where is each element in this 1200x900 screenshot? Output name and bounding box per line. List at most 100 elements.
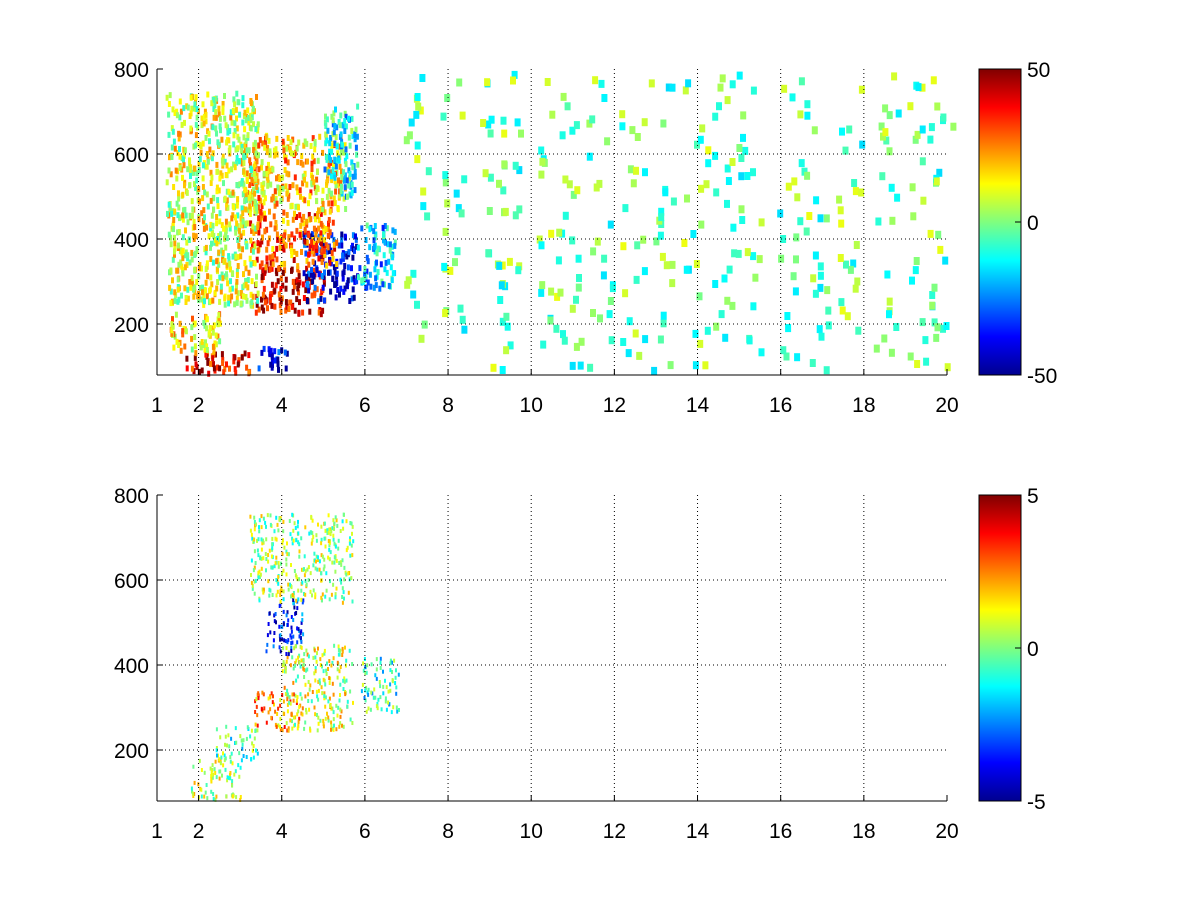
heatmap-cell <box>302 142 306 149</box>
heatmap-cell <box>389 658 392 663</box>
heatmap-cell <box>290 248 293 254</box>
heatmap-cell <box>594 237 601 246</box>
heatmap-cell <box>303 592 305 596</box>
heatmap-cell <box>189 173 192 179</box>
heatmap-cell <box>315 267 319 273</box>
heatmap-cell <box>280 347 284 354</box>
heatmap-cell <box>250 173 254 180</box>
heatmap-cell <box>239 253 243 260</box>
heatmap-cell <box>282 597 285 602</box>
heatmap-cell <box>230 215 234 222</box>
heatmap-cell <box>562 175 569 184</box>
heatmap-cell <box>942 256 949 265</box>
heatmap-cell <box>298 577 301 582</box>
heatmap-cell <box>217 312 221 319</box>
heatmap-cell <box>284 307 288 314</box>
heatmap-cell <box>207 233 211 240</box>
heatmap-cell <box>384 259 388 266</box>
heatmap-cell <box>213 767 216 772</box>
heatmap-cell <box>311 531 314 536</box>
heatmap-cell <box>300 153 304 159</box>
heatmap-cell <box>592 76 599 85</box>
heatmap-cell <box>239 734 242 739</box>
heatmap-cell <box>260 164 263 171</box>
heatmap-cell <box>285 190 289 197</box>
heatmap-cell <box>506 257 513 266</box>
heatmap-cell <box>165 94 169 101</box>
heatmap-cell <box>223 295 227 302</box>
heatmap-cell <box>281 728 284 733</box>
heatmap-cell <box>341 653 344 657</box>
heatmap-cell <box>332 195 336 202</box>
heatmap-cell <box>177 229 181 235</box>
heatmap-cell <box>231 212 235 219</box>
heatmap-cell <box>350 265 353 272</box>
heatmap-cell <box>393 228 397 235</box>
heatmap-cell <box>173 297 177 304</box>
heatmap-cell <box>332 241 336 248</box>
heatmap-cell <box>375 250 379 257</box>
heatmap-cell <box>335 586 338 591</box>
heatmap-cell <box>284 276 288 283</box>
heatmap-cell <box>353 132 357 138</box>
heatmap-cell <box>253 260 257 267</box>
heatmap-cell <box>199 143 203 150</box>
heatmap-cell <box>323 236 327 243</box>
heatmap-cell <box>347 167 351 174</box>
heatmap-cell <box>811 126 818 135</box>
heatmap-cell <box>414 93 421 101</box>
heatmap-cell <box>651 366 658 375</box>
heatmap-cell <box>221 360 225 366</box>
heatmap-cell <box>168 206 172 213</box>
heatmap-cell <box>291 692 294 697</box>
heatmap-cell <box>272 694 274 699</box>
heatmap-cell <box>271 261 275 268</box>
heatmap-cell <box>336 205 340 211</box>
heatmap-cell <box>340 174 344 180</box>
heatmap-cell <box>324 226 328 232</box>
heatmap-cell <box>203 189 207 196</box>
heatmap-cell <box>303 238 307 245</box>
heatmap-cell <box>379 261 383 268</box>
heatmap-cell <box>222 225 226 232</box>
heatmap-cell <box>256 247 260 254</box>
heatmap-cell <box>722 333 729 342</box>
heatmap-cell <box>167 101 171 107</box>
heatmap-cell <box>214 125 218 132</box>
heatmap-cell <box>191 206 195 213</box>
heatmap-cell <box>221 773 223 778</box>
heatmap-cell <box>397 672 400 677</box>
heatmap-cell <box>200 122 204 129</box>
heatmap-cell <box>227 256 231 263</box>
heatmap-cell <box>281 270 285 276</box>
heatmap-cell <box>357 274 360 281</box>
heatmap-cell <box>224 218 228 225</box>
heatmap-cell <box>660 311 667 320</box>
heatmap-cell <box>307 565 310 570</box>
heatmap-cell <box>284 639 287 643</box>
heatmap-cell <box>209 766 212 771</box>
heatmap-cell <box>778 254 785 263</box>
heatmap-cell <box>222 763 225 768</box>
heatmap-cell <box>253 565 256 570</box>
heatmap-cell <box>295 598 298 603</box>
heatmap-cell <box>487 129 494 138</box>
heatmap-cell <box>366 279 370 286</box>
heatmap-cell <box>341 122 345 129</box>
heatmap-cell <box>254 729 257 733</box>
heatmap-cell <box>298 187 302 194</box>
heatmap-cell <box>331 219 335 226</box>
heatmap-cell <box>410 290 417 299</box>
heatmap-cell <box>218 298 222 305</box>
heatmap-cell <box>233 128 237 134</box>
heatmap-cell <box>260 537 263 542</box>
heatmap-cell <box>283 725 286 729</box>
heatmap-cell <box>289 203 293 210</box>
heatmap-cell <box>193 101 197 108</box>
heatmap-cell <box>184 295 188 301</box>
heatmap-cell <box>298 660 301 665</box>
heatmap-cell <box>311 244 315 251</box>
heatmap-cell <box>175 200 179 207</box>
heatmap-cell <box>285 549 288 554</box>
heatmap-cell <box>235 154 239 161</box>
